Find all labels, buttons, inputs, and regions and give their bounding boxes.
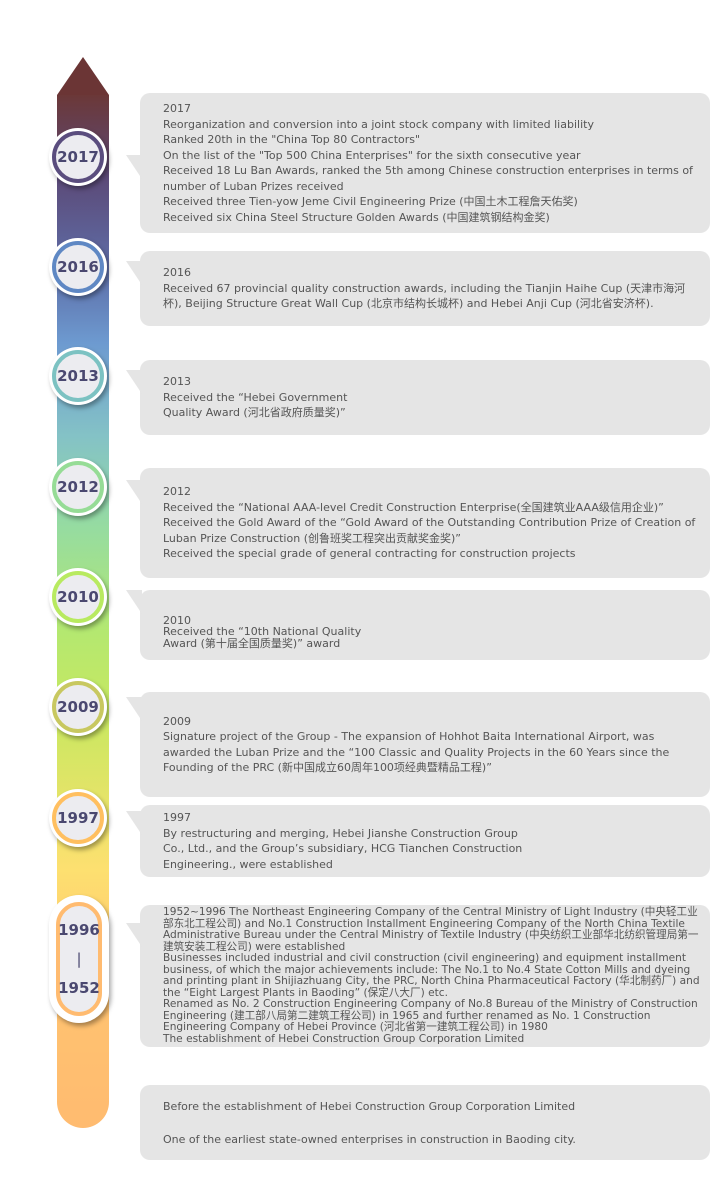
entry-box-2010: 2010 Received the “10th National Quality A… [126,590,710,660]
entry-line: Engineering., were established [163,857,333,871]
entry-line: Received 67 provincial quality construct… [163,281,686,311]
entry-line: Reorganization and conversion into a joi… [163,117,594,131]
entry-line: Received the “Hebei Government [163,390,348,404]
year-badge-top: 1996 [58,921,100,940]
entry-line: Businesses included industrial and civil… [163,952,700,999]
entry-line: The establishment of Hebei Construction … [163,1032,525,1045]
entry-line: 2009 [163,714,191,728]
year-badge-2016: 2016 [49,238,107,296]
entry-box-1997: 1997 By restructuring and merging, Hebei … [126,805,710,877]
year-badge-2009: 2009 [49,678,107,736]
year-badge-separator: | [76,949,82,968]
entry-box-2017: 2017 Reorganization and conversion into a… [126,93,710,233]
entry-line: 2010 [163,613,191,627]
entry-line: Quality Award (河北省政府质量奖)” [163,406,346,420]
entry-line: On the list of the "Top 500 China Enterp… [163,148,581,162]
year-badge-bottom: 1952 [58,978,100,997]
entry-line: Received 18 Lu Ban Awards, ranked the 5t… [163,164,693,193]
entry-box-2016: 2016 Received 67 provincial quality const… [126,251,710,326]
entry-line: Before the establishment of Hebei Constr… [163,1099,576,1113]
entry-box-2012: 2012 Received the “National AAA-level Cre… [126,468,710,578]
entry-box-2009: 2009 Signature project of the Group - The… [126,692,710,797]
entry-line: Signature project of the Group - The exp… [163,730,670,774]
year-badge-label: 2016 [52,241,104,293]
entry-line: Ranked 20th in the "China Top 80 Contrac… [163,133,421,146]
entry-line: 1952~1996 The Northeast Engineering Comp… [163,906,699,953]
entry-line: Received the Gold Award of the “Gold Awa… [163,516,696,545]
year-badge-2017: 2017 [49,128,107,186]
year-badge-2012: 2012 [49,458,107,516]
entry-line: 2013 [163,375,191,389]
entry-box-before: Before the establishment of Hebei Constr… [140,1085,710,1160]
entry-line: Received the “National AAA-level Credit … [163,500,664,514]
entry-line: Received six China Steel Structure Golde… [163,210,550,224]
year-badge-label: 2013 [52,350,104,402]
entry-line: 2017 [163,102,191,115]
year-badge-2013: 2013 [49,347,107,405]
year-badge-label: 2010 [52,571,104,623]
year-badge-label: 2009 [52,681,104,733]
entry-line: Co., Ltd., and the Group’s subsidiary, H… [163,842,523,855]
entry-line: 2012 [163,485,191,499]
year-badge-1996-1952: 1996 | 1952 [49,895,109,1023]
year-badge-1997: 1997 [49,789,107,847]
year-badge-label: 1997 [52,792,104,844]
entry-line: By restructuring and merging, Hebei Jian… [163,826,518,840]
year-badge-2010: 2010 [49,568,107,626]
entry-line: Received the “10th National Quality [163,625,362,639]
entry-line: Award (第十届全国质量奖)” award [163,636,341,650]
entry-box-1996-1952: 1952~1996 The Northeast Engineering Comp… [126,905,710,1047]
entry-line: Renamed as No. 2 Construction Engineerin… [163,998,698,1033]
entry-box-2013: 2013 Received the “Hebei Government Qualit… [126,360,710,435]
entry-line: Received the special grade of general co… [163,547,576,561]
year-badge-label: 2017 [52,131,104,183]
year-badge-label: 2012 [52,461,104,513]
entry-line: 1997 [163,811,191,824]
timeline-arrow-icon [57,57,109,95]
entry-line: One of the earliest state-owned enterpri… [163,1132,576,1146]
entry-line: 2016 [163,266,191,280]
entry-line: Received three Tien-yow Jeme Civil Engin… [163,195,578,208]
